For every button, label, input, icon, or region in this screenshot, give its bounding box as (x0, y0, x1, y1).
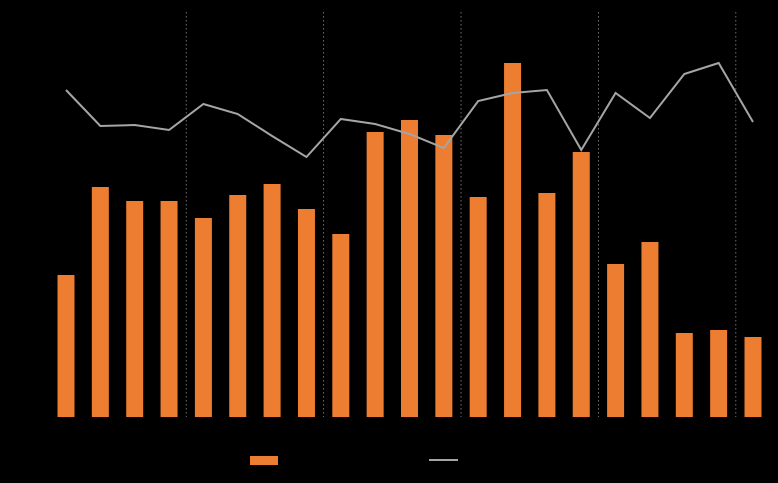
bar (607, 264, 625, 417)
bar (538, 193, 556, 417)
bar (572, 152, 590, 417)
bar (126, 201, 144, 417)
bar (401, 120, 418, 417)
line-series (65, 61, 754, 159)
bar (229, 195, 247, 417)
bar (710, 330, 728, 417)
bar (194, 218, 212, 417)
bar (332, 234, 350, 417)
bar (504, 63, 522, 417)
bar (435, 135, 453, 417)
bar (744, 337, 762, 417)
bar (469, 197, 487, 417)
bar (160, 201, 178, 417)
bar (675, 333, 693, 417)
bar (297, 209, 315, 417)
bar (57, 275, 75, 417)
bar (641, 242, 659, 417)
bar (91, 187, 109, 417)
bar (263, 184, 281, 417)
bar (366, 132, 384, 417)
legend-swatch (250, 456, 278, 465)
